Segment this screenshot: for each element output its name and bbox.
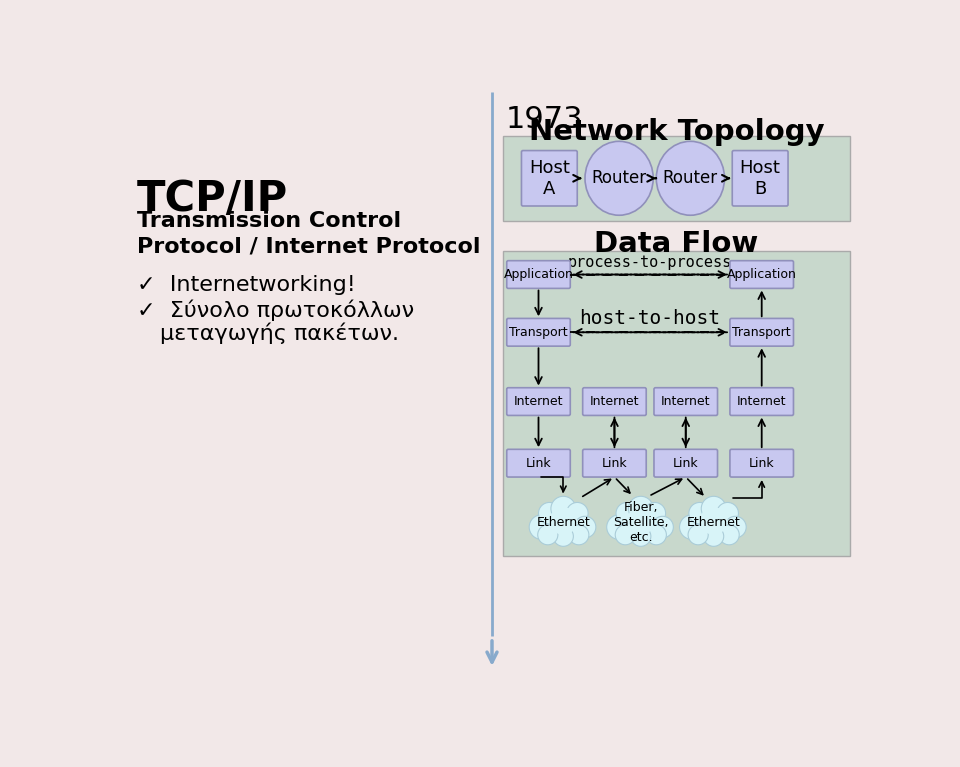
Text: ✓  Internetworking!: ✓ Internetworking! (137, 275, 356, 295)
Circle shape (704, 526, 724, 546)
Circle shape (644, 502, 665, 524)
Text: Router: Router (662, 170, 718, 187)
Text: Host
A: Host A (529, 159, 570, 198)
Circle shape (680, 515, 705, 539)
Circle shape (549, 507, 577, 535)
Text: Link: Link (526, 456, 551, 469)
Text: process-to-process: process-to-process (568, 255, 732, 270)
Circle shape (627, 507, 655, 535)
Circle shape (689, 502, 710, 524)
Text: Link: Link (673, 456, 699, 469)
Text: Application: Application (727, 268, 797, 281)
Circle shape (631, 526, 651, 546)
Text: 1973: 1973 (506, 105, 584, 134)
Circle shape (574, 516, 596, 538)
Circle shape (615, 525, 636, 545)
Circle shape (629, 496, 653, 521)
FancyBboxPatch shape (730, 318, 794, 346)
FancyBboxPatch shape (730, 449, 794, 477)
Circle shape (725, 516, 746, 538)
Text: Transmission Control
Protocol / Internet Protocol: Transmission Control Protocol / Internet… (137, 211, 481, 256)
Text: host-to-host: host-to-host (580, 308, 721, 328)
Text: Data Flow: Data Flow (594, 230, 758, 258)
Circle shape (719, 525, 739, 545)
FancyBboxPatch shape (507, 318, 570, 346)
Ellipse shape (585, 141, 653, 216)
FancyBboxPatch shape (583, 388, 646, 416)
FancyBboxPatch shape (521, 150, 577, 206)
Circle shape (539, 502, 561, 524)
FancyBboxPatch shape (583, 449, 646, 477)
Text: Internet: Internet (589, 395, 639, 408)
FancyBboxPatch shape (503, 252, 850, 555)
FancyBboxPatch shape (507, 388, 570, 416)
Circle shape (538, 525, 558, 545)
Text: Router: Router (591, 170, 647, 187)
Text: μεταγωγής πακέτων.: μεταγωγής πακέτων. (160, 322, 399, 344)
Text: Link: Link (602, 456, 627, 469)
Circle shape (701, 496, 726, 521)
FancyBboxPatch shape (503, 136, 850, 221)
FancyBboxPatch shape (507, 261, 570, 288)
Circle shape (688, 525, 708, 545)
Circle shape (551, 496, 576, 521)
Circle shape (568, 525, 588, 545)
Text: TCP/IP: TCP/IP (137, 178, 288, 220)
FancyBboxPatch shape (730, 388, 794, 416)
Text: Host
B: Host B (740, 159, 780, 198)
Circle shape (566, 502, 588, 524)
Text: Ethernet: Ethernet (686, 516, 740, 529)
Text: Application: Application (504, 268, 573, 281)
Text: Link: Link (749, 456, 775, 469)
Text: Internet: Internet (737, 395, 786, 408)
Circle shape (553, 526, 573, 546)
Text: Network Topology: Network Topology (529, 118, 825, 146)
Circle shape (616, 502, 637, 524)
Text: Internet: Internet (514, 395, 564, 408)
Text: ✓  Σύνολο πρωτοκόλλων: ✓ Σύνολο πρωτοκόλλων (137, 299, 414, 321)
FancyBboxPatch shape (732, 150, 788, 206)
FancyBboxPatch shape (507, 449, 570, 477)
Circle shape (607, 515, 632, 539)
Circle shape (652, 516, 673, 538)
Circle shape (646, 525, 666, 545)
Ellipse shape (657, 141, 725, 216)
FancyBboxPatch shape (654, 449, 717, 477)
Circle shape (529, 515, 554, 539)
Text: Ethernet: Ethernet (537, 516, 590, 529)
Text: Transport: Transport (509, 326, 567, 339)
Text: Transport: Transport (732, 326, 791, 339)
Circle shape (717, 502, 738, 524)
FancyBboxPatch shape (654, 388, 717, 416)
Text: Fiber,
Satellite,
etc.: Fiber, Satellite, etc. (613, 501, 668, 544)
Circle shape (700, 507, 728, 535)
Text: Internet: Internet (661, 395, 710, 408)
FancyBboxPatch shape (730, 261, 794, 288)
